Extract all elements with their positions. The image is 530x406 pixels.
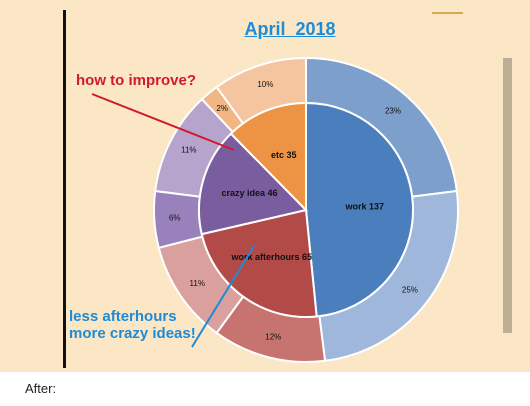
annotation-afterhours: less afterhours more crazy ideas! <box>69 308 196 342</box>
inner-slice-label-etc: etc 35 <box>271 150 297 160</box>
outer-slice-label-2: 25% <box>402 286 418 295</box>
outer-slice-label-6: 11% <box>181 145 196 154</box>
inner-slice-label-work-afterhours: work afterhours 65 <box>230 252 312 262</box>
outer-slice-label-7: 2% <box>216 104 228 113</box>
inner-slice-label-work: work 137 <box>345 201 385 211</box>
outer-slice-label-4: 11% <box>190 279 205 288</box>
outer-slice-label-3: 12% <box>265 332 281 341</box>
annotation-improve: how to improve? <box>76 72 196 89</box>
outer-slice-label-8: 10% <box>257 80 273 89</box>
annotation-afterhours-line2: more crazy ideas! <box>69 325 196 342</box>
after-label: After: <box>25 381 56 396</box>
outer-slice-label-1: 23% <box>385 106 401 115</box>
outer-slice-label-5: 6% <box>169 213 181 222</box>
inner-slice-label-crazy-idea: crazy idea 46 <box>221 188 277 198</box>
annotation-afterhours-line1: less afterhours <box>69 308 196 325</box>
